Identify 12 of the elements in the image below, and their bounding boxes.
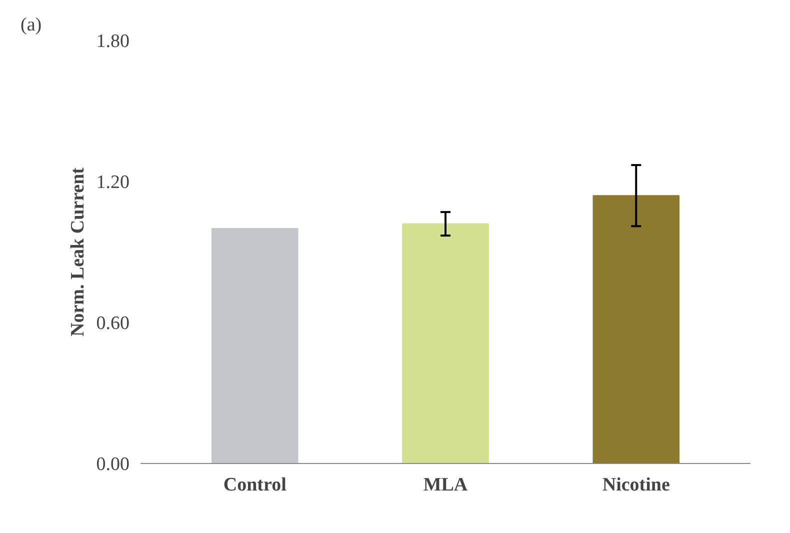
bar [211,228,298,464]
y-tick-label: 0.60 [96,313,130,334]
y-axis-title: Norm. Leak Current [67,166,88,337]
y-tick-label: 1.20 [96,172,130,193]
bar [402,223,489,464]
y-tick-label: 1.80 [96,31,130,52]
x-tick-label: Control [223,474,286,496]
text: (a) [20,14,42,36]
bar [592,195,680,464]
x-tick-label: MLA [423,474,468,496]
y-tick-label: 0.00 [96,454,130,475]
x-tick-label: Nicotine [602,474,670,496]
